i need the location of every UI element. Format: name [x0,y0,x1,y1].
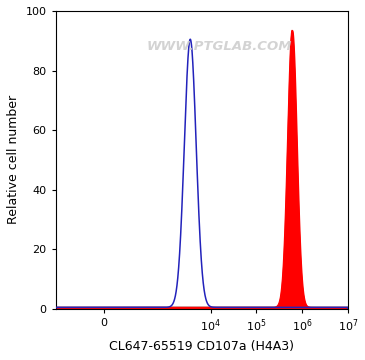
Y-axis label: Relative cell number: Relative cell number [7,95,20,225]
Text: WWW.PTGLAB.COM: WWW.PTGLAB.COM [146,40,292,53]
X-axis label: CL647-65519 CD107a (H4A3): CL647-65519 CD107a (H4A3) [109,340,294,353]
